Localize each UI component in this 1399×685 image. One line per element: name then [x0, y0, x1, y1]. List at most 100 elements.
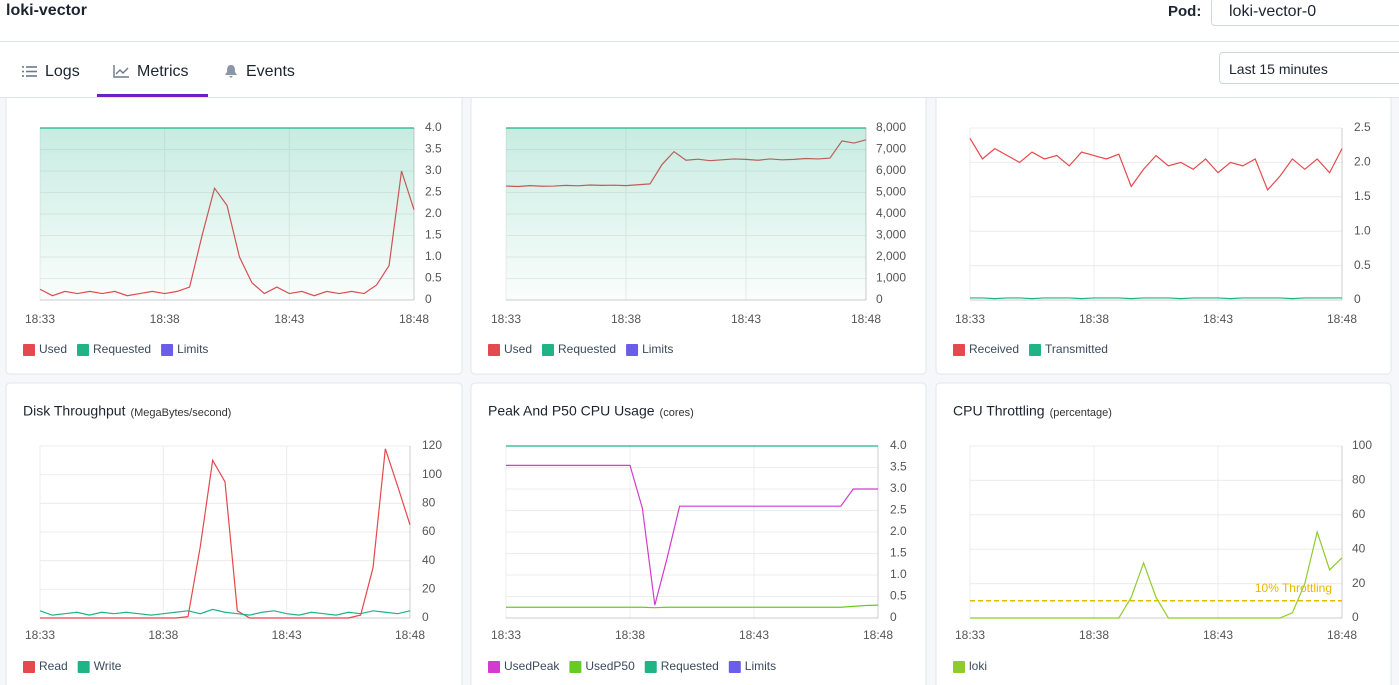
y-tick-label: 40	[1352, 541, 1366, 555]
y-tick-label: 2.0	[890, 524, 907, 538]
y-tick-label: 0	[422, 610, 429, 624]
legend-swatch	[728, 661, 741, 673]
y-tick-label: 3.5	[425, 142, 442, 156]
y-tick-label: 0	[1354, 292, 1361, 306]
x-tick-label: 18:43	[739, 628, 769, 642]
legend-swatch	[488, 661, 500, 673]
x-tick-label: 18:48	[1327, 628, 1357, 642]
y-tick-label: 1,000	[876, 271, 906, 285]
x-tick-label: 18:33	[25, 628, 55, 642]
tab-label: Metrics	[137, 63, 189, 80]
legend-label: Used	[504, 342, 532, 356]
pod-select[interactable]: loki-vector-0	[1211, 0, 1399, 26]
chart-title: Disk Throughput	[23, 403, 126, 419]
y-tick-label: 40	[422, 553, 436, 567]
x-tick-label: 18:38	[1079, 628, 1109, 642]
time-range-select[interactable]: Last 15 minutes	[1219, 52, 1399, 84]
x-tick-label: 18:38	[1079, 312, 1109, 326]
y-tick-label: 80	[422, 496, 436, 510]
legend-swatch	[1029, 344, 1042, 356]
legend-label: Write	[94, 659, 122, 673]
x-tick-label: 18:43	[731, 312, 761, 326]
y-tick-label: 0	[890, 610, 897, 624]
y-tick-label: 2.0	[425, 206, 442, 220]
y-tick-label: 100	[422, 467, 442, 481]
tab-events[interactable]: Events	[224, 63, 295, 81]
chart-subtitle: (cores)	[660, 407, 694, 419]
pod-label: Pod:	[1168, 3, 1202, 20]
x-tick-label: 18:48	[851, 312, 881, 326]
panel	[5, 382, 463, 685]
icon	[113, 65, 129, 78]
y-tick-label: 0	[876, 292, 883, 306]
legend-label: loki	[969, 659, 987, 673]
icon	[225, 65, 237, 78]
tab-label: Logs	[45, 63, 80, 80]
y-tick-label: 20	[1352, 576, 1366, 590]
x-tick-label: 18:43	[1203, 628, 1233, 642]
series-line	[506, 464, 878, 606]
y-tick-label: 5,000	[876, 185, 906, 199]
series-line	[970, 297, 1342, 300]
x-tick-label: 18:38	[150, 312, 180, 326]
y-tick-label: 100	[1352, 438, 1372, 452]
y-tick-label: 1.5	[1354, 189, 1371, 203]
legend-swatch	[488, 344, 500, 356]
y-tick-label: 120	[422, 438, 442, 452]
y-tick-label: 3.5	[890, 460, 907, 474]
panel	[935, 89, 1392, 375]
chart-subtitle: (percentage)	[1050, 407, 1112, 419]
series-line	[40, 448, 411, 619]
x-tick-label: 18:38	[611, 312, 641, 326]
y-tick-label: 60	[422, 524, 436, 538]
x-tick-label: 18:48	[395, 628, 425, 642]
y-tick-label: 7,000	[876, 142, 906, 156]
active-tab-indicator	[97, 94, 208, 97]
icon	[22, 66, 37, 77]
legend-swatch	[23, 661, 35, 673]
y-tick-label: 1.0	[1354, 223, 1371, 237]
y-tick-label: 20	[422, 582, 436, 596]
x-tick-label: 18:48	[399, 312, 429, 326]
area-fill	[506, 128, 866, 300]
legend-label: Used	[39, 342, 67, 356]
legend-swatch	[161, 344, 174, 356]
header: loki-vector Pod: loki-vector-0 Logs Metr…	[0, 0, 1399, 98]
y-tick-label: 2.5	[425, 185, 442, 199]
tab-logs[interactable]: Logs	[22, 63, 80, 81]
tab-metrics[interactable]: Metrics	[113, 63, 189, 81]
legend-label: Limits	[745, 659, 776, 673]
series-line	[39, 608, 411, 616]
x-tick-label: 18:33	[491, 628, 521, 642]
legend-label: UsedP50	[585, 659, 635, 673]
page-title: loki-vector	[6, 2, 87, 19]
chart-subtitle: (MegaBytes/second)	[130, 407, 231, 419]
top-bar: loki-vector Pod: loki-vector-0	[0, 0, 1399, 42]
x-tick-label: 18:43	[1203, 312, 1233, 326]
legend-label: UsedPeak	[504, 659, 560, 673]
legend-swatch	[953, 344, 965, 356]
panel	[470, 382, 927, 685]
tab-label: Events	[246, 63, 295, 80]
chart-title: CPU Throttling	[953, 403, 1045, 419]
y-tick-label: 0	[1352, 610, 1359, 624]
y-tick-label: 80	[1352, 473, 1366, 487]
legend-swatch	[626, 344, 639, 356]
legend-swatch	[77, 344, 90, 356]
series-line	[969, 138, 1343, 192]
y-tick-label: 1.5	[890, 546, 907, 560]
y-tick-label: 3.0	[425, 163, 442, 177]
area-fill	[40, 128, 414, 300]
y-tick-label: 60	[1352, 507, 1366, 521]
legend-label: Requested	[661, 659, 719, 673]
y-tick-label: 0	[425, 292, 432, 306]
y-tick-label: 2.5	[1354, 120, 1371, 134]
y-tick-label: 0.5	[890, 589, 907, 603]
legend-swatch	[77, 661, 90, 673]
chart-title: Peak And P50 CPU Usage	[488, 403, 655, 419]
y-tick-label: 3.0	[890, 481, 907, 495]
legend-label: Limits	[177, 342, 208, 356]
x-tick-label: 18:43	[272, 628, 302, 642]
